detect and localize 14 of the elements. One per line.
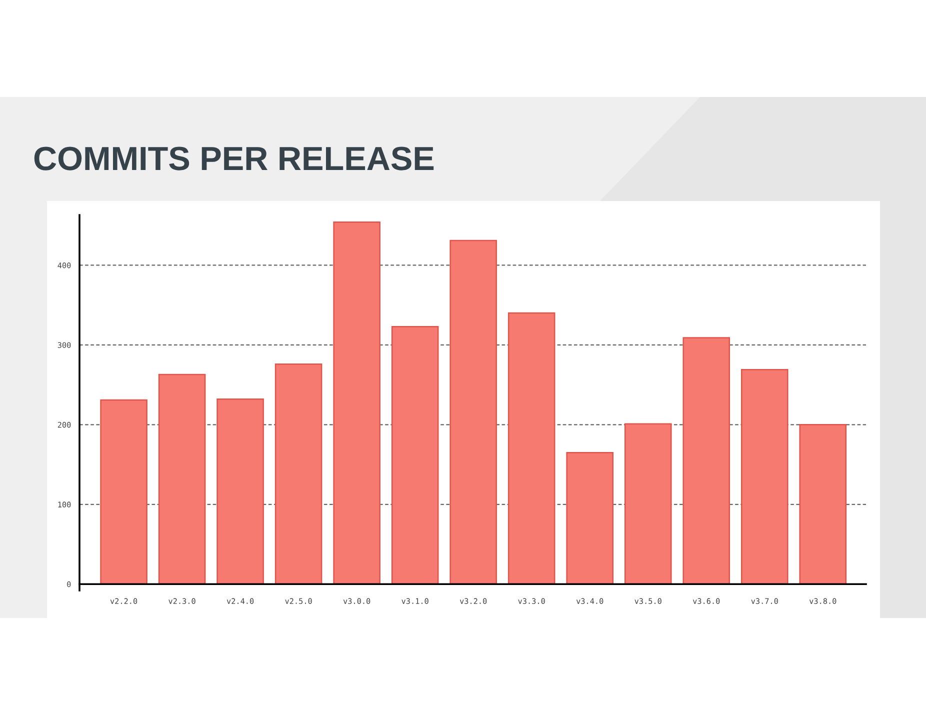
bar bbox=[391, 326, 439, 585]
bar bbox=[566, 452, 614, 585]
bar bbox=[799, 424, 847, 585]
bar bbox=[100, 399, 148, 585]
bar bbox=[158, 374, 206, 585]
bar bbox=[740, 369, 788, 585]
bar bbox=[274, 363, 322, 585]
bar bbox=[624, 423, 672, 585]
bar bbox=[333, 222, 380, 585]
bar bbox=[682, 337, 730, 585]
bar bbox=[508, 312, 556, 585]
bar bbox=[450, 240, 497, 585]
chart-title: COMMITS PER RELEASE bbox=[34, 146, 434, 170]
bar bbox=[216, 398, 264, 585]
